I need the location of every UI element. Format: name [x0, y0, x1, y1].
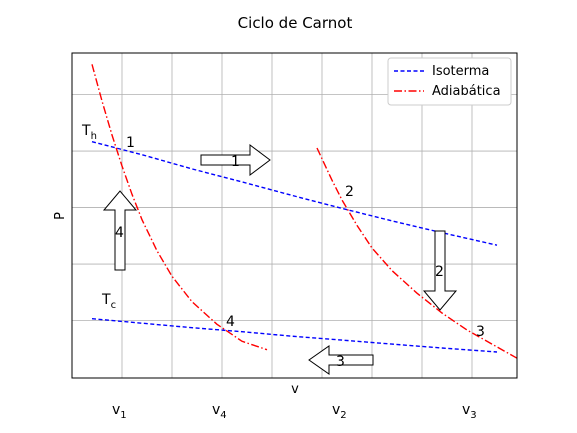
v-label-3: v3: [462, 402, 477, 421]
point-label-3: 3: [476, 324, 485, 340]
y-axis-label: P: [53, 212, 68, 220]
point-label-1: 1: [126, 135, 135, 151]
arrow-process-1: 1: [200, 144, 271, 176]
legend-box: [387, 57, 512, 106]
chart-title: Ciclo de Carnot: [238, 14, 353, 32]
series-isoterma-line-2: [91, 318, 498, 353]
label-th: Th: [81, 123, 97, 142]
arrow-label-3: 3: [336, 354, 345, 370]
legend-label-adiabatica: Adiabática: [432, 84, 501, 99]
arrow-process-2: 2: [422, 230, 458, 311]
legend-label-isoterma: Isoterma: [432, 64, 489, 79]
v-label-4: v4: [212, 402, 227, 421]
arrow-process-3: 3: [308, 345, 374, 375]
legend: Isoterma Adiabática: [387, 57, 512, 106]
arrow-label-1: 1: [231, 154, 240, 170]
series-isoterma-line-1: [91, 141, 498, 246]
arrow-label-4: 4: [115, 225, 124, 241]
arrow-process-4: 4: [102, 190, 138, 271]
plot-frame: [71, 52, 518, 379]
series-adiabatica-line-1: [91, 64, 268, 351]
arrow-label-2: 2: [435, 264, 444, 280]
v-label-1: v1: [112, 402, 127, 421]
series-lines: [91, 64, 518, 359]
point-label-4: 4: [226, 314, 235, 330]
label-tc: Tc: [101, 292, 116, 311]
v-label-2: v2: [332, 402, 347, 421]
series-adiabatica-line-2: [316, 147, 518, 359]
x-axis-label: v: [291, 382, 299, 397]
point-label-2: 2: [345, 184, 354, 200]
